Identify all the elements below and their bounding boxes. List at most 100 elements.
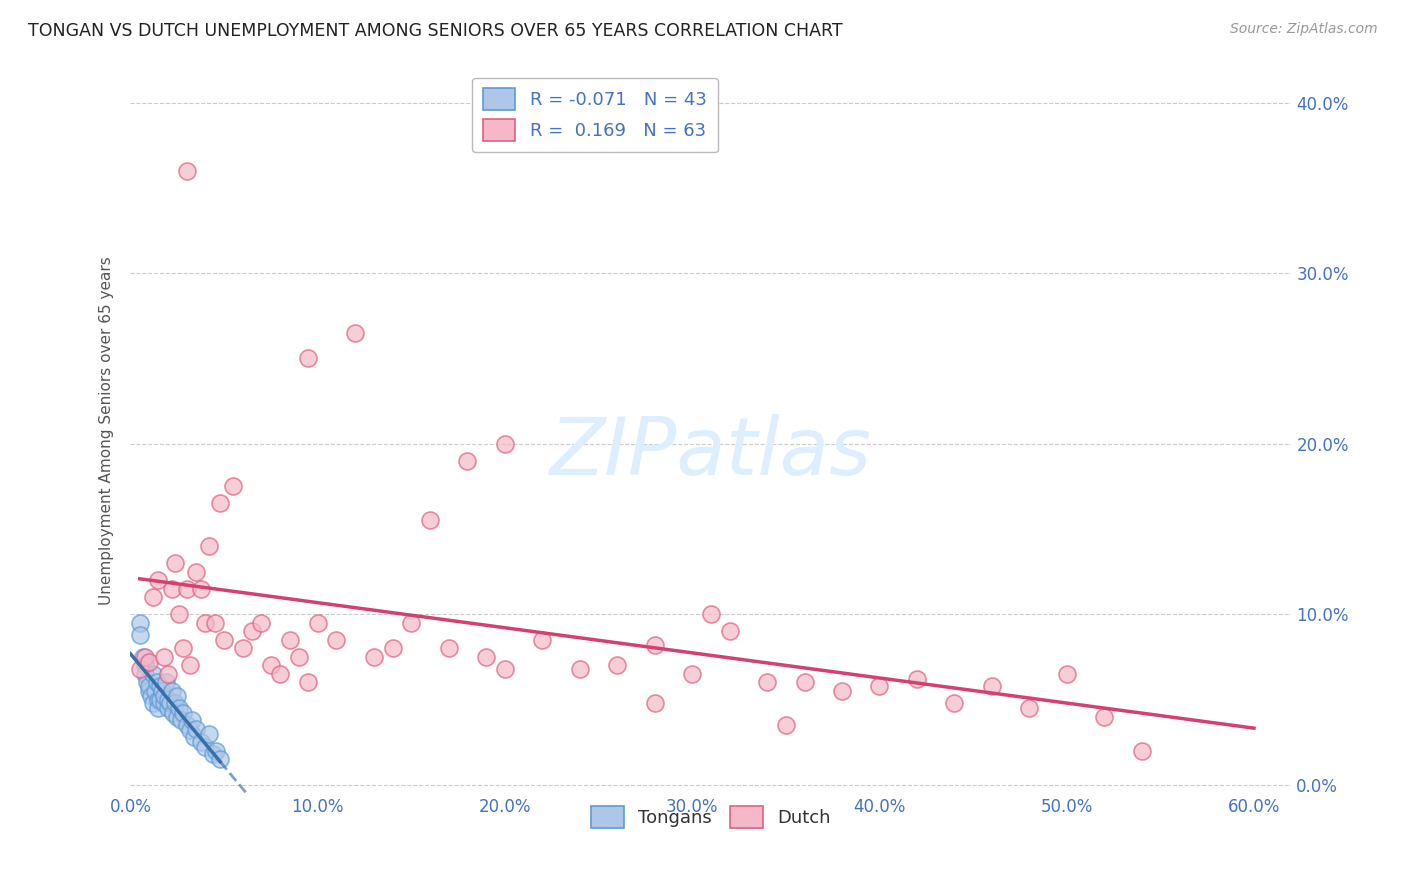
- Point: [165, 696, 187, 710]
- Point: [148, 573, 170, 587]
- Point: [138, 655, 160, 669]
- Point: [153, 689, 176, 703]
- Point: [149, 692, 172, 706]
- Point: [148, 701, 170, 715]
- Point: [250, 615, 273, 630]
- Point: [194, 615, 217, 630]
- Point: [190, 582, 212, 596]
- Point: [793, 675, 815, 690]
- Point: [167, 607, 190, 622]
- Point: [494, 662, 516, 676]
- Point: [143, 684, 166, 698]
- Point: [868, 679, 890, 693]
- Point: [437, 641, 460, 656]
- Point: [269, 667, 291, 681]
- Point: [176, 582, 198, 596]
- Point: [201, 747, 224, 761]
- Text: Source: ZipAtlas.com: Source: ZipAtlas.com: [1230, 22, 1378, 37]
- Point: [307, 615, 329, 630]
- Point: [260, 658, 283, 673]
- Point: [128, 615, 150, 630]
- Point: [156, 692, 179, 706]
- Point: [139, 689, 162, 703]
- Point: [153, 649, 176, 664]
- Y-axis label: Unemployment Among Seniors over 65 years: Unemployment Among Seniors over 65 years: [100, 257, 114, 606]
- Point: [700, 607, 723, 622]
- Point: [160, 684, 183, 698]
- Point: [831, 684, 853, 698]
- Legend: Tongans, Dutch: Tongans, Dutch: [583, 798, 838, 835]
- Point: [156, 667, 179, 681]
- Point: [136, 675, 159, 690]
- Point: [198, 726, 221, 740]
- Point: [344, 326, 367, 340]
- Point: [138, 679, 160, 693]
- Point: [150, 684, 173, 698]
- Point: [138, 684, 160, 698]
- Point: [644, 638, 666, 652]
- Text: ZIPatlas: ZIPatlas: [550, 414, 872, 491]
- Point: [644, 696, 666, 710]
- Point: [980, 679, 1002, 693]
- Point: [212, 632, 235, 647]
- Point: [159, 696, 181, 710]
- Point: [179, 658, 201, 673]
- Point: [134, 658, 156, 673]
- Point: [179, 723, 201, 738]
- Point: [381, 641, 404, 656]
- Point: [325, 632, 347, 647]
- Point: [278, 632, 301, 647]
- Point: [198, 539, 221, 553]
- Point: [190, 735, 212, 749]
- Point: [1130, 744, 1153, 758]
- Point: [905, 672, 928, 686]
- Point: [943, 696, 966, 710]
- Point: [172, 706, 194, 721]
- Point: [172, 641, 194, 656]
- Point: [209, 496, 232, 510]
- Point: [184, 565, 207, 579]
- Point: [775, 718, 797, 732]
- Point: [153, 696, 176, 710]
- Point: [128, 628, 150, 642]
- Point: [606, 658, 628, 673]
- Point: [222, 479, 245, 493]
- Point: [209, 752, 232, 766]
- Point: [166, 709, 188, 723]
- Point: [165, 556, 187, 570]
- Point: [568, 662, 591, 676]
- Point: [160, 582, 183, 596]
- Point: [288, 649, 311, 664]
- Point: [184, 722, 207, 736]
- Point: [456, 454, 478, 468]
- Point: [1056, 667, 1078, 681]
- Point: [1092, 709, 1115, 723]
- Point: [155, 675, 177, 690]
- Point: [156, 701, 179, 715]
- Point: [176, 718, 198, 732]
- Point: [494, 436, 516, 450]
- Point: [128, 662, 150, 676]
- Point: [399, 615, 422, 630]
- Point: [145, 675, 167, 690]
- Point: [132, 649, 155, 664]
- Point: [166, 689, 188, 703]
- Point: [194, 740, 217, 755]
- Point: [419, 513, 441, 527]
- Point: [297, 351, 319, 366]
- Point: [170, 713, 193, 727]
- Text: TONGAN VS DUTCH UNEMPLOYMENT AMONG SENIORS OVER 65 YEARS CORRELATION CHART: TONGAN VS DUTCH UNEMPLOYMENT AMONG SENIO…: [28, 22, 842, 40]
- Point: [176, 164, 198, 178]
- Point: [718, 624, 741, 639]
- Point: [205, 744, 228, 758]
- Point: [1018, 701, 1040, 715]
- Point: [162, 706, 184, 721]
- Point: [363, 649, 385, 664]
- Point: [149, 679, 172, 693]
- Point: [142, 591, 165, 605]
- Point: [148, 692, 170, 706]
- Point: [232, 641, 254, 656]
- Point: [756, 675, 779, 690]
- Point: [142, 667, 165, 681]
- Point: [183, 730, 205, 744]
